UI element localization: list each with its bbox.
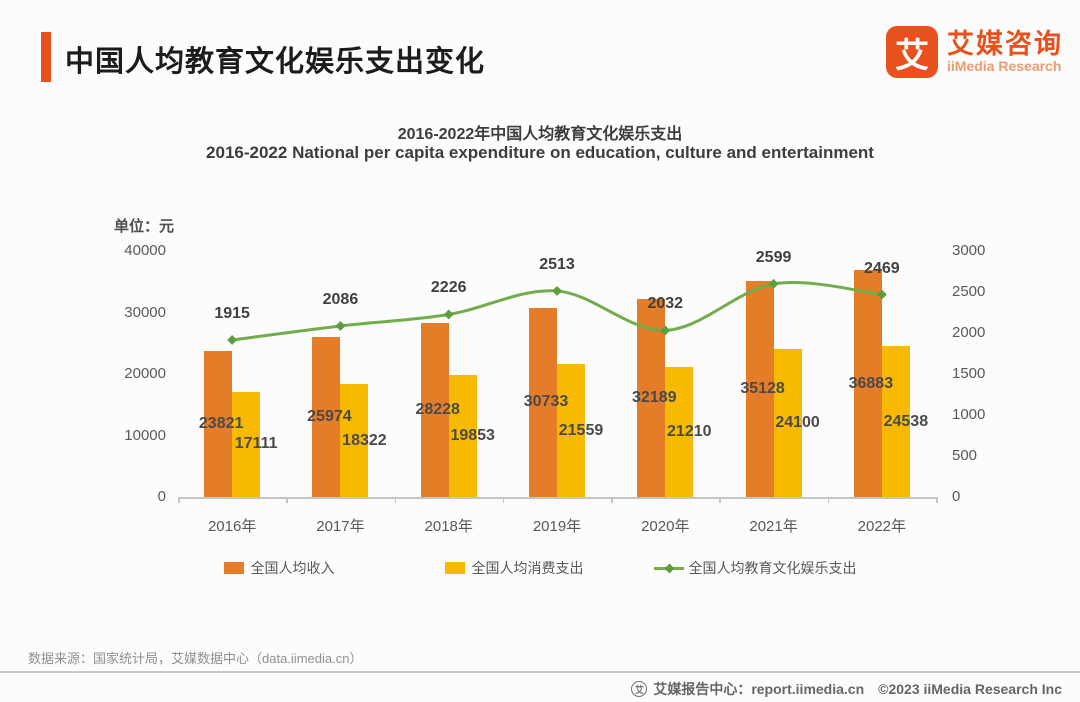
legend-label-edu: 全国人均教育文化娱乐支出 — [688, 560, 857, 576]
consumption-bar — [557, 364, 585, 497]
line-value-label: 2513 — [539, 255, 575, 273]
consumption-value-label: 21210 — [667, 422, 712, 440]
logo-name-cn: 艾媒咨询 — [947, 29, 1063, 60]
consumption-bar — [448, 374, 477, 497]
iimedia-logo-icon: 艾 — [886, 26, 938, 78]
x-axis-label: 2021年 — [749, 518, 798, 535]
logo-name-en: iiMedia Research — [947, 57, 1062, 74]
x-axis-tick — [394, 497, 397, 503]
income-value-label: 32189 — [632, 389, 677, 407]
y-axis-right-tick-label: 2500 — [952, 283, 986, 300]
consumption-value-label: 19853 — [450, 426, 495, 444]
chart-legend: 全国人均收入 全国人均消费支出 全国人均教育文化娱乐支出 — [0, 558, 1080, 578]
legend-item-consumption: 全国人均消费支出 — [444, 558, 584, 578]
chart-title-cn: 2016-2022年中国人均教育文化娱乐支出 — [397, 126, 683, 143]
logo-text: 艾媒咨询 iiMedia Research — [947, 30, 1063, 73]
x-axis-tick — [611, 497, 613, 503]
y-axis-left-tick-label: 0 — [157, 488, 166, 505]
line-point-marker — [227, 335, 238, 345]
line-value-label: 1915 — [214, 304, 250, 322]
x-axis-tick — [827, 497, 830, 503]
income-value-label: 30733 — [523, 393, 569, 411]
footer-divider — [0, 671, 1080, 673]
consumption-value-label: 17111 — [234, 435, 278, 453]
income-value-label: 23821 — [198, 414, 244, 432]
report-center-text: 艾媒报告中心：report.iimedia.cn — [653, 681, 865, 697]
line-point-marker — [876, 289, 887, 300]
y-axis-left-tick-label: 40000 — [124, 242, 166, 259]
income-bar — [745, 280, 774, 497]
x-axis-tick — [719, 497, 721, 503]
consumption-bar — [340, 384, 369, 497]
income-bar — [312, 337, 341, 497]
income-value-label: 25974 — [307, 408, 352, 426]
line-value-label: 2086 — [322, 290, 359, 308]
income-bar — [529, 307, 557, 497]
line-point-marker — [443, 309, 454, 320]
legend-label-consumption: 全国人均消费支出 — [471, 560, 584, 576]
consumption-bar — [665, 366, 694, 497]
income-value-label: 36883 — [848, 374, 894, 392]
y-axis-left-tick-label: 10000 — [124, 426, 166, 444]
legend-item-income: 全国人均收入 — [223, 558, 335, 578]
income-value-label: 35128 — [740, 379, 785, 397]
footer-report-info: 艾 艾媒报告中心：report.iimedia.cn ©2023 iiMedia… — [631, 679, 1062, 699]
x-axis-label: 2019年 — [532, 518, 582, 535]
y-axis-right-tick-label: 500 — [952, 447, 978, 464]
line-value-label: 2226 — [430, 279, 467, 297]
line-value-label: 2032 — [647, 295, 684, 313]
x-axis-tick — [936, 497, 938, 503]
copyright-text: ©2023 iiMedia Research Inc — [878, 681, 1062, 697]
x-axis-line — [178, 497, 936, 499]
x-axis-label: 2018年 — [424, 518, 473, 535]
consumption-bar — [232, 391, 261, 497]
consumption-value-label: 21559 — [558, 421, 604, 439]
line-point-marker — [552, 285, 562, 296]
y-axis-right-tick-label: 2000 — [952, 324, 986, 341]
y-axis-left-tick-label: 30000 — [124, 303, 166, 321]
legend-item-edu-line: 全国人均教育文化娱乐支出 — [653, 558, 857, 578]
line-marker-icon — [653, 562, 684, 574]
x-axis-tick — [502, 497, 505, 503]
line-point-marker — [335, 320, 346, 331]
consumption-bar — [881, 346, 910, 497]
x-axis-label: 2022年 — [857, 518, 907, 535]
y-axis-left-tick-label: 20000 — [124, 365, 166, 382]
x-axis-tick — [178, 497, 180, 503]
legend-label-income: 全国人均收入 — [250, 560, 335, 576]
income-swatch-icon — [223, 562, 244, 574]
unit-label: 单位：元 — [114, 218, 175, 235]
x-axis-label: 2017年 — [316, 518, 365, 535]
x-axis-tick — [286, 497, 288, 503]
consumption-swatch-icon — [444, 562, 465, 574]
title-accent-bar — [41, 32, 51, 82]
consumption-value-label: 24538 — [883, 412, 929, 430]
income-bar — [853, 270, 882, 497]
line-value-label: 2469 — [864, 259, 900, 277]
line-point-marker — [660, 325, 671, 336]
data-source-note: 数据来源：国家统计局，艾媒数据中心（data.iimedia.cn） — [28, 651, 363, 666]
line-point-marker — [768, 278, 779, 289]
consumption-value-label: 18322 — [342, 431, 387, 449]
chart-title-en: 2016-2022 National per capita expenditur… — [206, 143, 874, 162]
income-value-label: 28228 — [415, 401, 460, 419]
y-axis-right-tick-label: 3000 — [952, 242, 986, 259]
income-bar — [637, 299, 666, 497]
consumption-value-label: 24100 — [775, 413, 820, 431]
brand-logo: 艾 艾媒咨询 iiMedia Research — [886, 26, 1063, 78]
x-axis-label: 2016年 — [207, 518, 257, 535]
page-title: 中国人均教育文化娱乐支出变化 — [65, 46, 486, 78]
y-axis-right-tick-label: 1000 — [952, 406, 986, 423]
line-value-label: 2599 — [755, 248, 792, 266]
consumption-bar — [773, 348, 802, 497]
iimedia-globe-icon: 艾 — [631, 681, 648, 697]
y-axis-right-tick-label: 0 — [952, 488, 961, 505]
income-bar — [420, 323, 449, 497]
x-axis-label: 2020年 — [641, 518, 690, 535]
y-axis-right-tick-label: 1500 — [952, 365, 986, 382]
income-bar — [204, 350, 233, 497]
